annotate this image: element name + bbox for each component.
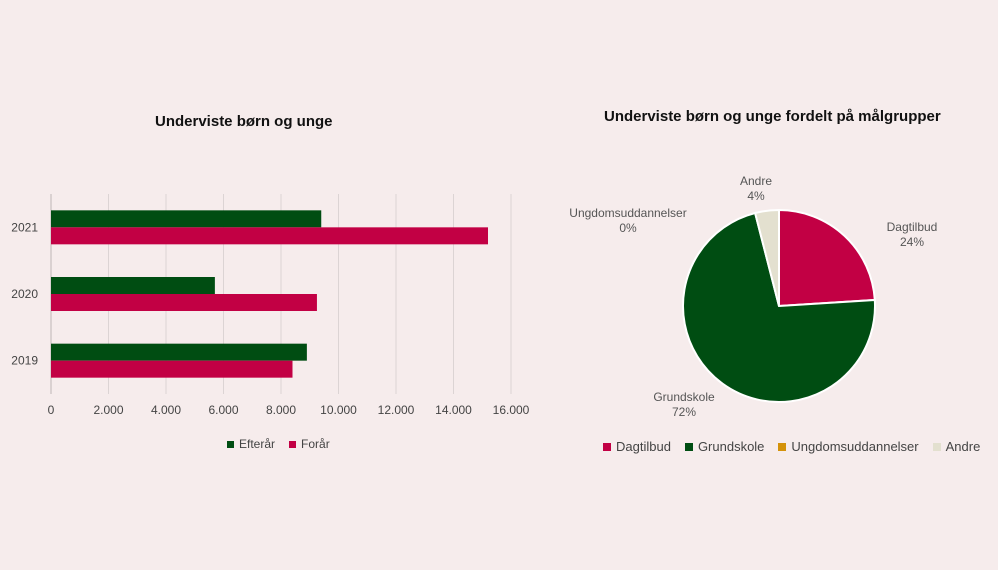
bar-efteraar (51, 277, 215, 294)
legend-item-efteraar: Efterår (227, 437, 275, 451)
bar-chart: 0 2.000 4.000 6.000 8.000 10.000 12.000 14.000 1… (11, 194, 530, 417)
x-tick-label: 0 (48, 403, 55, 417)
legend-swatch-foraar (289, 440, 297, 448)
x-tick-label: 2.000 (93, 403, 123, 417)
bar-foraar (51, 227, 488, 245)
legend-swatch-efteraar (227, 440, 234, 448)
pie-label-value: 0% (619, 221, 637, 235)
pie-label-name: Andre (740, 174, 772, 188)
pie-label-value: 72% (672, 405, 696, 419)
bar-foraar (51, 294, 317, 311)
x-tick-label: 4.000 (151, 403, 181, 417)
pie-chart-title: Underviste børn og unge fordelt på målgr… (604, 108, 941, 125)
legend-label-foraar: Forår (301, 437, 330, 451)
legend-item-ungdomsuddannelser: Ungdomsuddannelser (778, 439, 919, 454)
legend-swatch-grundskole (684, 442, 693, 451)
bar-legend: Efterår Forår (227, 437, 344, 451)
legend-item-andre: Andre (932, 439, 981, 454)
pie-slice-dagtilbud (778, 208, 876, 308)
pie-label-name: Grundskole (653, 390, 715, 404)
legend-label-grundskole: Grundskole (697, 439, 765, 454)
bar-efteraar (51, 210, 322, 228)
pie-label-name: Ungdomsuddannelser (569, 206, 686, 220)
pie-slice-grundskole (682, 211, 876, 403)
legend-label-ungdomsuddannelser: Ungdomsuddannelser (791, 439, 919, 454)
x-tick-label: 10.000 (320, 403, 357, 417)
legend-item-foraar: Forår (289, 437, 330, 451)
pie-label-name: Dagtilbud (887, 220, 938, 234)
legend-item-dagtilbud: Dagtilbud (603, 439, 671, 454)
legend-label-andre: Andre (945, 439, 981, 454)
y-tick-label: 2019 (11, 354, 38, 368)
pie-slice-andre (753, 208, 780, 307)
pie-legend: Dagtilbud Grundskole Ungdomsuddannelser … (603, 439, 994, 454)
legend-label-efteraar: Efterår (239, 437, 276, 451)
bar-efteraar (51, 343, 307, 361)
legend-item-grundskole: Grundskole (684, 439, 765, 454)
legend-swatch-dagtilbud (603, 442, 611, 451)
legend-swatch-andre (932, 442, 941, 451)
x-tick-label: 6.000 (208, 403, 238, 417)
pie-label-value: 24% (900, 235, 924, 249)
legend-swatch-ungdomsuddannelser (778, 442, 787, 451)
x-tick-label: 12.000 (378, 403, 415, 417)
bar-foraar (51, 360, 293, 378)
pie-label-value: 4% (747, 189, 765, 203)
bar-chart-title: Underviste børn og unge (155, 113, 333, 130)
x-tick-label: 14.000 (435, 403, 472, 417)
x-tick-label: 16.000 (493, 403, 530, 417)
x-tick-label: 8.000 (266, 403, 296, 417)
legend-label-dagtilbud: Dagtilbud (616, 439, 671, 454)
y-tick-label: 2021 (11, 220, 38, 234)
y-tick-label: 2020 (11, 287, 38, 301)
